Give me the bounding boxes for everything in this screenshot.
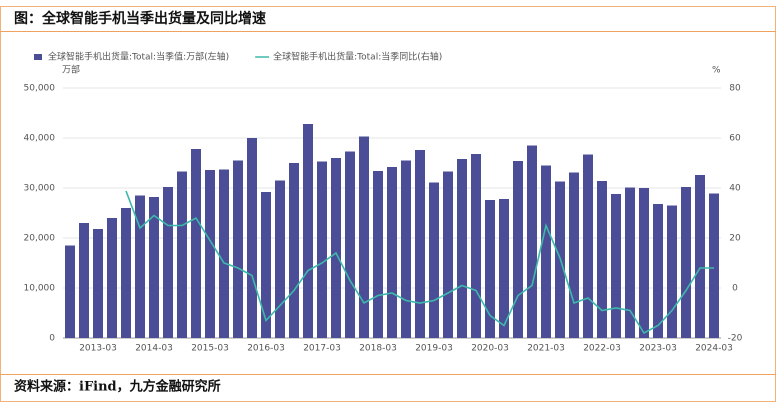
x-tick-label: 2020-03 [471,344,509,354]
bar [219,169,229,338]
y2-tick-label: -20 [728,334,743,344]
source: 资料来源：iFind，九方金融研究所 [14,379,221,395]
x-tick-label: 2021-03 [527,344,565,354]
x-tick-label: 2022-03 [583,344,621,354]
bar [261,192,271,338]
legend-label: 全球智能手机出货量:Total:当季同比(右轴) [273,51,442,63]
y2-tick-label: 60 [729,134,741,144]
x-tick-label: 2024-03 [695,344,733,354]
bar [499,199,509,338]
bar [709,193,719,338]
bar [135,195,145,338]
bar [569,172,579,338]
bar [695,175,705,338]
bar [653,204,663,338]
x-tick-label: 2018-03 [359,344,397,354]
bar [345,151,355,338]
bar [513,161,523,338]
y-unit: 万部 [62,64,80,76]
bar [583,154,593,338]
bar [79,223,89,338]
bar [107,218,117,338]
bar [65,245,75,338]
bar [611,194,621,338]
bar [303,124,313,338]
bar [247,138,257,338]
bar [121,208,131,338]
line [125,190,714,335]
y-tick-label: 40,000 [24,134,56,144]
y2-tick-label: 80 [729,84,741,94]
bar [401,160,411,338]
bar [387,167,397,338]
x-tick-label: 2019-03 [415,344,453,354]
bar [359,136,369,338]
x-tick-label: 2016-03 [247,344,285,354]
bar [233,160,243,338]
y2-tick-label: 0 [732,284,738,294]
bar [667,205,677,338]
y-tick-label: 0 [49,334,55,344]
bar [541,165,551,338]
bar [275,180,285,338]
y-tick-label: 50,000 [24,84,56,94]
y2-unit: % [712,66,721,76]
bar [317,161,327,338]
y2-tick-label: 40 [729,184,741,194]
bar [443,171,453,338]
bar [177,171,187,338]
x-tick-label: 2014-03 [135,344,173,354]
x-tick-label: 2013-03 [79,344,117,354]
bar [681,187,691,338]
bar [93,229,103,338]
bar [639,188,649,338]
bar [149,197,159,338]
y2-tick-label: 20 [729,234,741,244]
x-tick-label: 2015-03 [191,344,229,354]
bar [331,158,341,338]
bar [527,145,537,338]
bar [205,170,215,338]
bar [471,154,481,338]
legend-label: 全球智能手机出货量:Total:当季值:万部(左轴) [48,51,229,63]
bar [485,200,495,338]
bar [191,149,201,338]
bar [163,187,173,338]
x-tick-label: 2017-03 [303,344,341,354]
bar [429,182,439,338]
y-tick-label: 10,000 [24,284,56,294]
bar [625,187,635,338]
bar [457,159,467,338]
bar [289,163,299,338]
bar [415,150,425,338]
bar [373,171,383,338]
x-tick-label: 2023-03 [639,344,677,354]
y-tick-label: 20,000 [24,234,56,244]
legend-swatch [34,54,42,60]
bar [597,181,607,338]
chart-title: 图：全球智能手机当季出货量及同比增速 [14,10,266,27]
y-tick-label: 30,000 [24,184,56,194]
